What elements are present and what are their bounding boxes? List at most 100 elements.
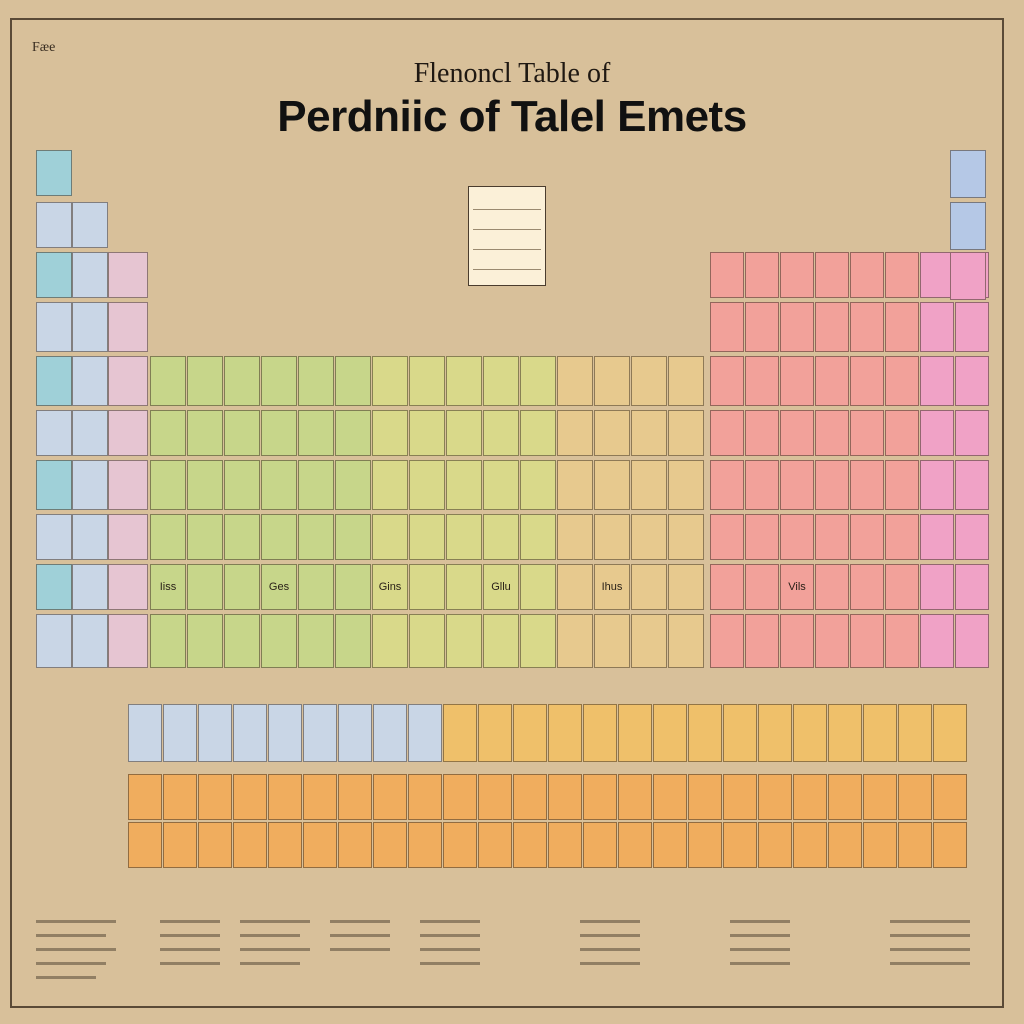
element-tile: [920, 302, 954, 352]
element-tile: [520, 356, 556, 406]
element-tile: [557, 410, 593, 456]
actinide-tile: [898, 822, 932, 868]
element-tile: [261, 514, 297, 560]
footnote-line: [730, 920, 790, 923]
actinide-tile: [443, 774, 477, 820]
element-tile: [72, 356, 108, 406]
footnote-line: [580, 920, 640, 923]
element-tile: [745, 410, 779, 456]
actinide-tile: [863, 822, 897, 868]
element-tile: [745, 252, 779, 298]
element-tile: [631, 460, 667, 510]
element-tile: [668, 410, 704, 456]
element-tile: Ihus: [594, 564, 630, 610]
element-tile: [594, 410, 630, 456]
element-tile: [950, 150, 986, 198]
actinide-tile: [653, 774, 687, 820]
element-tile: [187, 460, 223, 510]
lanthanide-tile: [478, 704, 512, 762]
lanthanide-tile: [898, 704, 932, 762]
element-tile: [520, 514, 556, 560]
element-tile: [557, 460, 593, 510]
element-tile: [885, 410, 919, 456]
element-tile: [298, 410, 334, 456]
lanthanide-tile: [443, 704, 477, 762]
actinide-tile: [443, 822, 477, 868]
element-tile: [446, 356, 482, 406]
element-tile: [955, 302, 989, 352]
element-tile: [815, 564, 849, 610]
actinide-tile: [828, 822, 862, 868]
lanthanide-tile: [653, 704, 687, 762]
element-tile: [36, 410, 72, 456]
element-tile: [850, 356, 884, 406]
element-tile: [885, 614, 919, 668]
lanthanide-tile: [723, 704, 757, 762]
element-tile: [150, 410, 186, 456]
actinide-tile: [408, 822, 442, 868]
element-tile: [594, 356, 630, 406]
element-tile: [710, 614, 744, 668]
element-tile: [885, 356, 919, 406]
actinide-tile: [513, 774, 547, 820]
lanthanide-tile: [198, 704, 232, 762]
element-tile: [815, 514, 849, 560]
element-tile: [780, 252, 814, 298]
element-tile: [668, 460, 704, 510]
element-tile: [955, 614, 989, 668]
footnote-line: [730, 948, 790, 951]
footnote-line: [330, 948, 390, 951]
lanthanide-tile: [863, 704, 897, 762]
element-tile: [108, 302, 148, 352]
element-tile: [36, 564, 72, 610]
element-tile: [446, 410, 482, 456]
element-tile: [668, 564, 704, 610]
footnote-line: [890, 948, 970, 951]
actinide-tile: [198, 774, 232, 820]
lanthanide-tile: [338, 704, 372, 762]
lanthanide-tile: [268, 704, 302, 762]
element-tile: [409, 514, 445, 560]
element-tile: [557, 514, 593, 560]
element-tile: [710, 410, 744, 456]
element-tile: [372, 460, 408, 510]
element-tile: [261, 410, 297, 456]
actinide-tile: [303, 774, 337, 820]
element-tile: Ges: [261, 564, 297, 610]
element-tile: [594, 614, 630, 668]
lanthanide-tile: [933, 704, 967, 762]
element-tile: [409, 460, 445, 510]
lanthanide-tile: [793, 704, 827, 762]
element-tile: [950, 202, 986, 250]
element-tile: [298, 614, 334, 668]
element-tile: [885, 564, 919, 610]
element-tile: [885, 302, 919, 352]
lanthanide-tile: [828, 704, 862, 762]
element-symbol: Gllu: [491, 581, 511, 593]
footnote-line: [730, 962, 790, 965]
element-tile: [298, 564, 334, 610]
actinide-tile: [688, 774, 722, 820]
lanthanide-tile: [303, 704, 337, 762]
footnote-line: [36, 934, 106, 937]
footnote-line: [890, 962, 970, 965]
footnote-line: [36, 962, 106, 965]
element-tile: [885, 514, 919, 560]
element-tile: [224, 614, 260, 668]
element-tile: [850, 410, 884, 456]
element-symbol: Iiss: [159, 581, 177, 593]
element-tile: [483, 460, 519, 510]
element-tile: Gins: [372, 564, 408, 610]
actinide-tile: [233, 774, 267, 820]
element-tile: [187, 410, 223, 456]
element-tile: [335, 514, 371, 560]
element-tile: [446, 564, 482, 610]
actinide-tile: [653, 822, 687, 868]
actinide-tile: [163, 822, 197, 868]
element-tile: [668, 514, 704, 560]
element-symbol: Ihus: [601, 581, 623, 593]
element-tile: [920, 252, 954, 298]
footnote-line: [330, 934, 390, 937]
element-tile: [483, 614, 519, 668]
actinide-tile: [268, 774, 302, 820]
